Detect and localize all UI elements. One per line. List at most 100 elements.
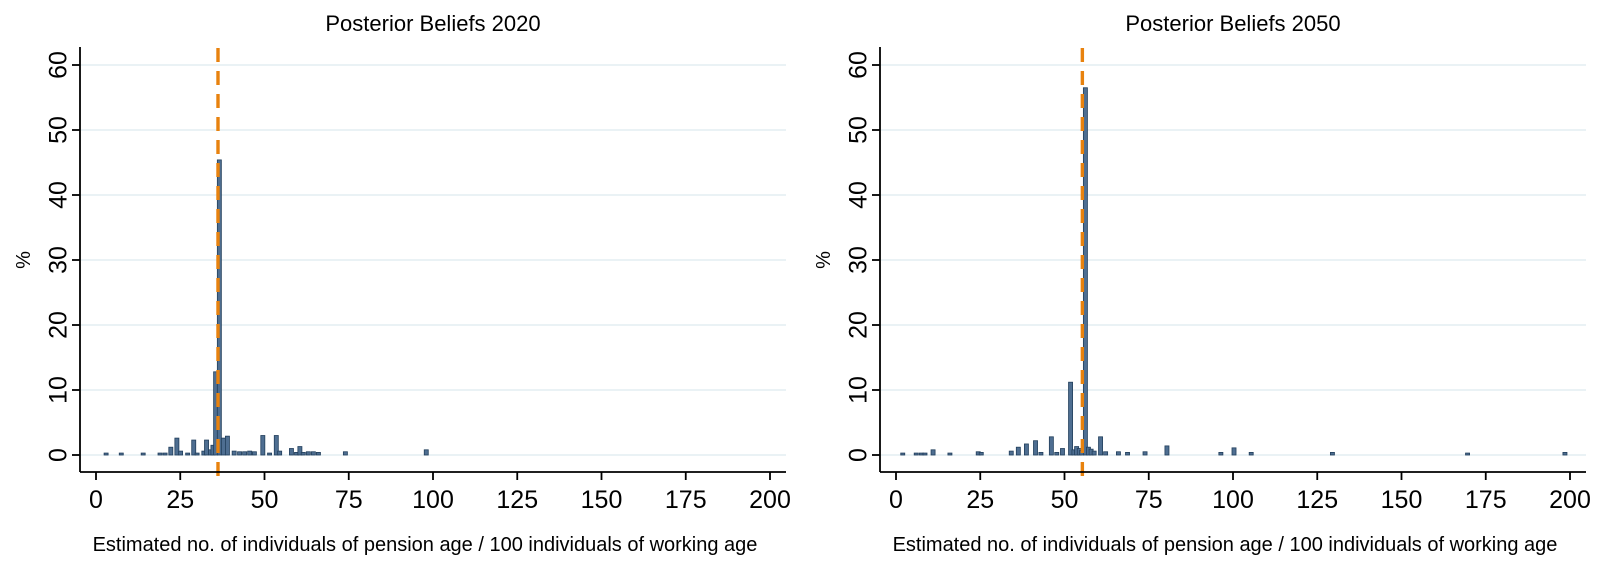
histogram-bar: [289, 448, 294, 456]
histogram-bar: [1329, 451, 1335, 456]
histogram-bar: [315, 451, 321, 456]
histogram-bar: [140, 452, 146, 456]
histogram-bar: [247, 450, 253, 456]
histogram-bar: [1054, 451, 1060, 456]
x-tick-label: 175: [1465, 486, 1507, 514]
histogram-bar: [900, 452, 906, 456]
x-tick-label: 150: [1381, 486, 1423, 514]
histogram-bar: [947, 452, 953, 456]
histogram-bar: [1033, 440, 1038, 456]
x-tick-label: 100: [1212, 486, 1254, 514]
y-tick-label: 60: [45, 51, 73, 79]
histogram-bar: [220, 437, 226, 456]
histogram-bar: [930, 449, 936, 456]
histogram-bar: [277, 450, 283, 456]
x-tick-label: 125: [496, 486, 538, 514]
y-axis-title: %: [13, 251, 35, 269]
x-tick-label: 75: [335, 486, 363, 514]
histogram-bar: [1231, 447, 1237, 456]
histogram-bar: [305, 451, 311, 456]
histogram-bar: [342, 451, 348, 456]
histogram-bar: [237, 451, 242, 456]
histogram-bar: [185, 452, 191, 456]
y-tick-label: 50: [845, 116, 873, 144]
histogram-bar: [1015, 446, 1021, 456]
histogram-posterior-beliefs-2020: 0 10 20 30 40 50 60 0 25 50 75 100 125 150 175 200 Poste…: [13, 11, 791, 556]
histogram-bar: [978, 451, 984, 456]
x-tick-label: 75: [1135, 486, 1163, 514]
y-tick-label: 10: [845, 376, 873, 404]
panel-posterior-beliefs-2020: 0 10 20 30 40 50 60 0 25 50 75 100 125 150 175 200 Poste…: [13, 11, 791, 556]
histogram-bar: [1023, 443, 1029, 456]
histogram-bar: [242, 451, 248, 456]
histogram-bar: [423, 449, 429, 456]
histogram-bar: [1465, 452, 1470, 456]
histogram-bar: [225, 435, 230, 456]
histogram-bar: [178, 450, 184, 456]
histogram-bar: [1103, 451, 1109, 456]
histogram-bar: [1142, 451, 1148, 456]
y-tick-label: 0: [45, 448, 73, 462]
x-tick-label: 150: [581, 486, 623, 514]
histogram-bar: [1125, 451, 1130, 456]
y-tick-label: 40: [845, 181, 873, 209]
histogram-bar: [260, 435, 266, 456]
histogram-bar: [273, 435, 279, 456]
x-tick-label: 125: [1296, 486, 1338, 514]
histogram-bar: [1218, 451, 1224, 456]
histogram-bar: [310, 451, 316, 456]
y-tick-label: 30: [45, 246, 73, 274]
histogram-bar: [251, 451, 257, 456]
panel-posterior-beliefs-2050: 0 10 20 30 40 50 60 0 25 50 75 100 125 150 175 200 Poste…: [800, 0, 1600, 577]
histogram-bar: [1048, 436, 1054, 456]
histogram-bar: [231, 450, 237, 456]
y-tick-label: 20: [45, 311, 73, 339]
x-tick-label: 25: [966, 486, 994, 514]
histogram-bar: [1115, 451, 1121, 456]
histogram-bar: [204, 439, 209, 456]
y-tick-label: 40: [45, 181, 73, 209]
x-tick-label: 25: [166, 486, 194, 514]
y-tick-label: 10: [45, 376, 73, 404]
x-tick-label: 50: [251, 486, 279, 514]
y-tick-label: 0: [845, 448, 873, 462]
histogram-bar: [118, 452, 124, 456]
x-tick-label: 0: [89, 486, 103, 514]
histogram-bar: [168, 446, 174, 456]
histogram-bar: [194, 452, 200, 456]
histogram-bar: [913, 452, 919, 456]
x-tick-label: 175: [665, 486, 707, 514]
histogram-bar: [1562, 451, 1568, 456]
x-axis-title: Estimated no. of individuals of pension …: [93, 534, 758, 556]
chart-title: Posterior Beliefs 2020: [325, 11, 540, 36]
y-tick-label: 20: [845, 311, 873, 339]
x-tick-label: 200: [749, 486, 791, 514]
y-axis-title: %: [813, 251, 835, 269]
histogram-bar: [922, 452, 928, 456]
histogram-bar: [1164, 445, 1170, 456]
histogram-bar: [1091, 450, 1097, 456]
histogram-bar: [174, 437, 180, 456]
histogram-bar: [1248, 451, 1254, 456]
x-tick-label: 50: [1051, 486, 1079, 514]
x-tick-label: 0: [889, 486, 903, 514]
histogram-bar: [1098, 436, 1103, 456]
y-tick-label: 60: [845, 51, 873, 79]
y-tick-label: 50: [45, 116, 73, 144]
histogram-bar: [191, 439, 197, 456]
x-tick-label: 100: [412, 486, 454, 514]
histogram-posterior-beliefs-2050: 0 10 20 30 40 50 60 0 25 50 75 100 125 150 175 200 Poste…: [813, 11, 1591, 556]
histogram-bar: [1008, 450, 1014, 456]
chart-title: Posterior Beliefs 2050: [1125, 11, 1340, 36]
y-tick-label: 30: [845, 246, 873, 274]
histogram-bar: [1068, 381, 1073, 456]
x-axis-title: Estimated no. of individuals of pension …: [893, 534, 1558, 556]
histogram-bar: [1060, 448, 1065, 456]
x-tick-label: 200: [1549, 486, 1591, 514]
histogram-bar: [1038, 451, 1044, 456]
histogram-bar: [157, 452, 163, 456]
histogram-bar: [267, 452, 272, 456]
histogram-bar: [162, 452, 168, 456]
histogram-bar: [297, 446, 303, 456]
